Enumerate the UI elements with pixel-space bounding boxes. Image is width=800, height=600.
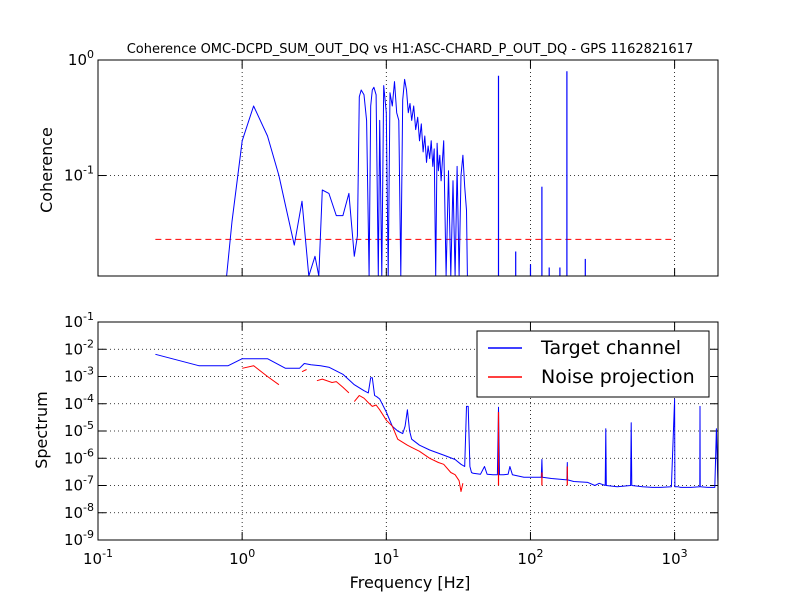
- spectrum-y-tick-label: 10-2: [64, 337, 94, 358]
- legend-box: [476, 330, 710, 398]
- spectrum-y-tick-label: 10-7: [64, 474, 94, 495]
- coherence-series-line: [226, 78, 468, 276]
- spectrum-x-axis-label: Frequency [Hz]: [350, 573, 471, 592]
- spectrum-x-ticks: 10-1 100 101 102 103: [83, 547, 688, 568]
- target-channel-line: [155, 353, 718, 488]
- spectrum-y-tick-label: 10-3: [64, 365, 94, 386]
- spectrum-plot-frame: [97, 321, 719, 541]
- legend-label-noise-projection: Noise projection: [541, 366, 695, 388]
- coherence-y-tick-label: 10-1: [64, 164, 94, 185]
- legend-label-target-channel: Target channel: [540, 337, 681, 359]
- spectrum-y-tick-label: 10-9: [64, 528, 94, 549]
- spectrum-legend: Target channel Noise projection: [476, 330, 710, 398]
- coherence-plot: Coherence OMC-DCPD_SUM_OUT_DQ vs H1:ASC-…: [37, 42, 719, 277]
- spectrum-y-tick-label: 10-4: [64, 392, 94, 413]
- coherence-y-axis-label: Coherence: [37, 127, 56, 213]
- spectrum-y-ticks: 10-1 10-2 10-3 10-4 10-5 10-6 10-7 10-8 10-9: [64, 310, 94, 549]
- spectrum-y-tick-label: 10-8: [64, 501, 94, 522]
- spectrum-y-tick-label: 10-6: [64, 446, 94, 467]
- coherence-plot-title: Coherence OMC-DCPD_SUM_OUT_DQ vs H1:ASC-…: [127, 42, 694, 57]
- spectrum-x-tick-label: 10-1: [83, 547, 113, 568]
- spectrum-y-tick-label: 10-5: [64, 419, 94, 440]
- spectrum-y-tick-label: 10-1: [64, 310, 94, 331]
- coherence-y-tick-label: 100: [68, 48, 94, 69]
- spectrum-x-tick-label: 101: [373, 547, 399, 568]
- spectrum-x-tick-label: 103: [662, 547, 688, 568]
- spectrum-plot: Spectrum Frequency [Hz] 10-1 10-2 10-3 10-4…: [32, 310, 719, 592]
- spectrum-x-tick-label: 102: [517, 547, 543, 568]
- spectrum-x-tick-label: 100: [229, 547, 255, 568]
- spectrum-y-axis-label: Spectrum: [32, 391, 51, 469]
- noise-projection-line: [242, 365, 464, 492]
- coherence-series: [155, 71, 675, 276]
- spectrum-series: [155, 353, 718, 492]
- coherence-plot-frame: [97, 59, 719, 277]
- coherence-y-ticks: 100 10-1: [64, 48, 94, 185]
